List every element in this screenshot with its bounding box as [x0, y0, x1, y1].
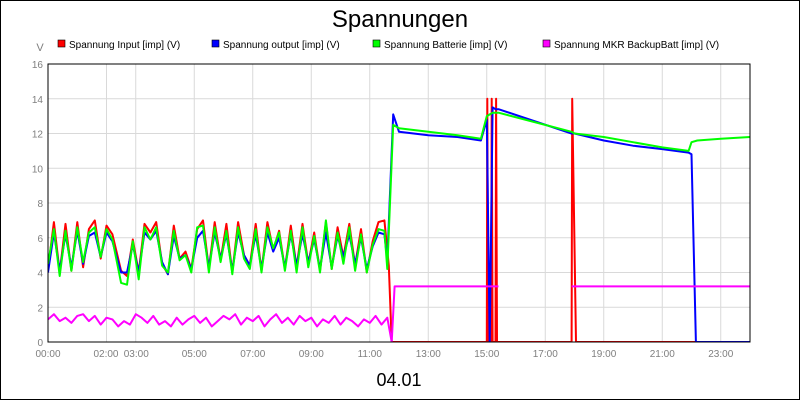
x-tick-label: 02:00: [93, 349, 118, 360]
y-tick-label: 2: [37, 303, 43, 314]
x-tick-label: 05:00: [182, 349, 207, 360]
y-tick-label: 6: [37, 234, 43, 245]
x-tick-label: 23:00: [708, 349, 733, 360]
x-tick-label: 03:00: [124, 349, 149, 360]
x-tick-label: 21:00: [650, 349, 675, 360]
x-tick-label: 19:00: [591, 349, 616, 360]
x-tick-labels: 00:00 02:00 03:00 05:00 07:00 09:00 11:00 13:00…: [35, 349, 733, 360]
y-tick-labels: 0 2 4 6 8 10 12 14 16: [32, 60, 44, 349]
y-tick-label: 8: [37, 199, 43, 210]
x-tick-label: 13:00: [416, 349, 441, 360]
date-label: 04.01: [376, 370, 421, 390]
legend-label: Spannung MKR BackupBatt [imp] (V): [554, 40, 719, 51]
y-tick-label: 10: [32, 164, 44, 175]
legend-swatch: [372, 39, 381, 48]
y-axis-unit: V: [36, 42, 44, 54]
y-tick-label: 0: [37, 338, 43, 349]
legend-label: Spannung output [imp] (V): [223, 40, 340, 51]
x-tick-label: 11:00: [358, 349, 383, 360]
x-tick-label: 15:00: [474, 349, 499, 360]
chart-title: Spannungen: [332, 6, 468, 33]
legend-label: Spannung Input [imp] (V): [69, 40, 180, 51]
legend-swatch: [57, 39, 66, 48]
legend-label: Spannung Batterie [imp] (V): [384, 40, 507, 51]
plot-area: [47, 63, 751, 343]
series-line-1: [48, 106, 750, 342]
legend: Spannung Input [imp] (V) Spannung output …: [57, 39, 719, 51]
grid: [47, 63, 750, 343]
y-tick-label: 12: [32, 130, 44, 141]
series-line-0: [48, 97, 750, 342]
legend-swatch: [211, 39, 220, 48]
x-tick-label: 00:00: [35, 349, 60, 360]
y-tick-label: 4: [37, 269, 43, 280]
series-line-3: [48, 285, 499, 342]
y-tick-label: 16: [32, 60, 44, 71]
legend-swatch: [542, 39, 551, 48]
x-tick-label: 17:00: [533, 349, 558, 360]
y-tick-label: 14: [32, 95, 44, 106]
x-tick-label: 07:00: [240, 349, 265, 360]
series-line-2: [48, 111, 750, 286]
series-lines: [48, 97, 750, 342]
x-tick-label: 09:00: [299, 349, 324, 360]
